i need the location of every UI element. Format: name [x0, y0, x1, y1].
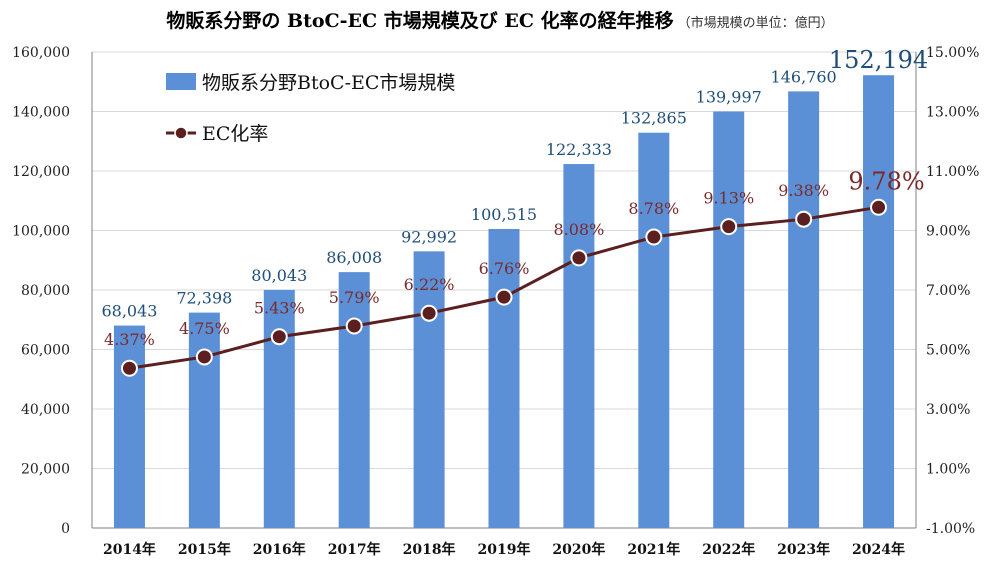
bar-value-label: 152,194	[829, 46, 928, 74]
bar	[638, 132, 670, 528]
bar	[188, 312, 220, 528]
chart-title-block: 物販系分野の BtoC-EC 市場規模及び EC 化率の経年推移 （市場規模の単位…	[0, 6, 1000, 33]
bar-value-label: 132,865	[621, 109, 687, 128]
ec-rate-marker	[795, 210, 813, 228]
bar-value-label: 80,043	[251, 266, 307, 285]
bar-value-label: 72,398	[176, 289, 232, 308]
right-tick-label: 13.00%	[926, 105, 979, 121]
x-tick-label: 2014年	[103, 541, 156, 558]
ec-rate-marker	[645, 228, 663, 246]
right-tick-label: 9.00%	[926, 224, 970, 240]
ec-rate-label: 8.78%	[628, 199, 679, 218]
bar-value-label: 139,997	[696, 88, 762, 107]
ec-rate-marker	[870, 198, 888, 216]
ec-rate-label: 9.13%	[703, 189, 754, 208]
bar-value-label: 86,008	[326, 248, 382, 267]
ec-rate-label: 8.08%	[553, 220, 604, 239]
left-tick-label: 20,000	[21, 462, 70, 478]
ec-rate-label: 9.38%	[778, 181, 829, 200]
bar-value-label: 122,333	[546, 140, 612, 159]
right-tick-label: 15.00%	[926, 45, 979, 61]
legend-bar-label: 物販系分野BtoC-EC市場規模	[202, 72, 455, 94]
right-tick-label: 1.00%	[926, 462, 970, 478]
ec-rate-label: 6.22%	[404, 275, 455, 294]
x-tick-label: 2016年	[253, 541, 306, 558]
x-tick-label: 2015年	[178, 541, 231, 558]
ec-rate-label: 5.43%	[254, 299, 305, 318]
bar	[263, 289, 295, 528]
left-tick-label: 0	[61, 521, 70, 537]
ec-rate-marker	[345, 317, 363, 335]
right-tick-label: -1.00%	[926, 521, 975, 537]
ec-rate-label: 6.76%	[479, 259, 530, 278]
ec-rate-marker	[495, 288, 513, 306]
bar-value-label: 100,515	[471, 205, 537, 224]
ec-rate-marker	[420, 304, 438, 322]
bar	[338, 272, 370, 528]
ec-rate-marker	[270, 328, 288, 346]
left-tick-label: 40,000	[21, 402, 70, 418]
legend-line-label: EC化率	[202, 123, 268, 145]
bar	[488, 228, 520, 528]
x-tick-label: 2017年	[328, 541, 381, 558]
ec-rate-marker	[120, 359, 138, 377]
x-tick-label: 2018年	[403, 541, 456, 558]
ec-rate-marker	[720, 218, 738, 236]
chart-subtitle: （市場規模の単位：億円）	[677, 16, 834, 31]
right-tick-label: 7.00%	[926, 283, 970, 299]
bar	[788, 91, 820, 528]
bar	[413, 251, 445, 528]
right-tick-label: 11.00%	[926, 164, 979, 180]
bar-value-label: 92,992	[401, 227, 457, 246]
right-tick-label: 5.00%	[926, 343, 970, 359]
legend-line-marker	[174, 126, 188, 140]
bar	[863, 75, 895, 529]
chart-title: 物販系分野の BtoC-EC 市場規模及び EC 化率の経年推移	[166, 10, 674, 32]
x-tick-label: 2024年	[852, 541, 905, 558]
legend-bar-swatch	[166, 73, 196, 90]
x-tick-label: 2022年	[702, 541, 755, 558]
ec-rate-label: 9.78%	[848, 167, 924, 195]
x-tick-label: 2023年	[777, 541, 830, 558]
left-tick-label: 140,000	[12, 105, 70, 121]
bar	[563, 164, 595, 528]
bar-value-label: 68,043	[101, 302, 157, 321]
ec-rate-label: 4.75%	[179, 319, 230, 338]
left-tick-label: 100,000	[12, 224, 70, 240]
ec-rate-marker	[195, 348, 213, 366]
x-tick-label: 2019年	[478, 541, 531, 558]
x-tick-label: 2020年	[552, 541, 605, 558]
ec-rate-marker	[570, 249, 588, 267]
right-tick-label: 3.00%	[926, 402, 970, 418]
bar	[113, 325, 145, 528]
bar-value-label: 146,760	[771, 67, 837, 86]
ec-rate-label: 4.37%	[104, 330, 155, 349]
bar	[713, 111, 745, 529]
x-tick-label: 2021年	[627, 541, 680, 558]
left-tick-label: 120,000	[12, 164, 70, 180]
left-tick-label: 80,000	[21, 283, 70, 299]
left-tick-label: 60,000	[21, 343, 70, 359]
ec-rate-label: 5.79%	[329, 288, 380, 307]
left-tick-label: 160,000	[12, 45, 70, 61]
